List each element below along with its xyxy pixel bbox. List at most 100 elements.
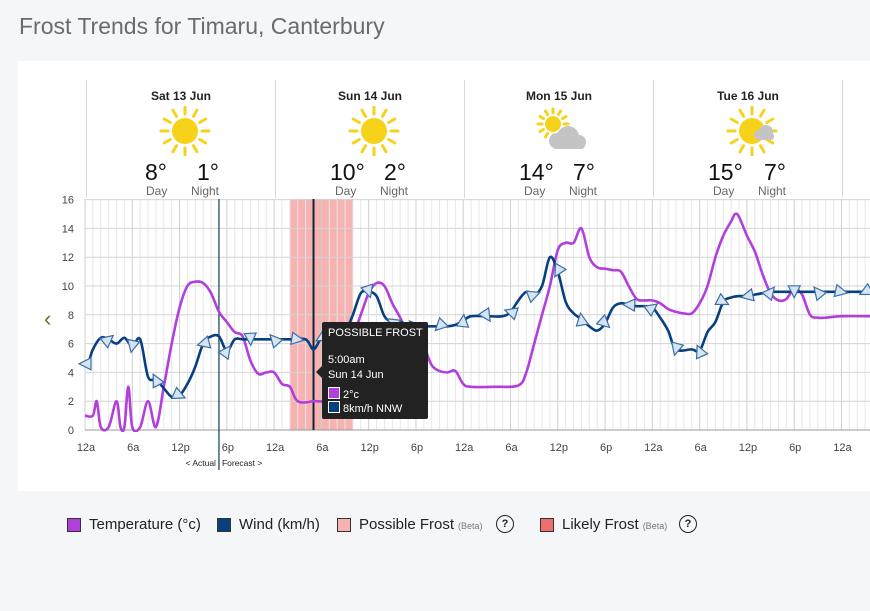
help-icon[interactable]: ? (496, 515, 514, 533)
day-label: Day (146, 184, 168, 198)
wind-direction-arrow-icon (217, 344, 232, 361)
legend-label-wrap: Likely Frost (Beta) (562, 516, 667, 533)
y-tick-label: 14 (62, 223, 74, 235)
x-tick-label: 12a (455, 442, 474, 454)
night-label: Night (191, 184, 220, 198)
wind-direction-arrow-icon (77, 356, 92, 371)
x-tick-label: 12p (739, 442, 757, 454)
day-label: Day (713, 184, 735, 198)
legend-label: Temperature (°c) (89, 516, 201, 533)
day-header: Sat 13 Jun 8° 1° Day Night (86, 80, 275, 198)
wind-direction-arrow-icon (434, 316, 450, 332)
legend-label: Wind (km/h) (239, 516, 320, 533)
day-temp: 14° (519, 159, 554, 185)
y-tick-label: 6 (68, 339, 74, 351)
x-tick-label: 12a (833, 442, 852, 454)
y-tick-label: 12 (62, 252, 74, 264)
wind-direction-arrow-icon (525, 290, 542, 304)
day-temp: 10° (330, 159, 365, 185)
wind-swatch (328, 401, 340, 413)
beta-tag: (Beta) (642, 521, 668, 531)
beta-tag: (Beta) (458, 521, 483, 531)
wind-direction-arrow-icon (670, 341, 685, 357)
day-date: Sun 14 Jun (337, 89, 402, 103)
help-icon[interactable]: ? (679, 515, 697, 533)
y-tick-label: 4 (68, 367, 74, 379)
wind-direction-arrow-icon (739, 287, 755, 302)
sun-icon (159, 106, 211, 156)
x-tick-label: 6a (695, 442, 708, 454)
prev-arrow-icon[interactable]: ‹ (44, 306, 52, 331)
wind-direction-arrow-icon (196, 335, 212, 349)
wind-direction-arrow-icon (243, 332, 258, 347)
tooltip-wind-row: 8km/h NNW (328, 401, 402, 415)
x-tick-label: 6p (789, 442, 801, 454)
day-header (842, 80, 870, 198)
x-tick-label: 6a (127, 442, 140, 454)
y-tick-label: 8 (68, 310, 74, 322)
x-tick-label: 12p (171, 442, 189, 454)
wind-direction-arrow-icon (621, 298, 636, 313)
forecast-panel: Sat 13 Jun 8° 1° Day Night Sun 14 Jun 10… (18, 61, 870, 491)
x-tick-label: 6p (411, 442, 423, 454)
page-title: Frost Trends for Timaru, Canterbury (19, 13, 385, 39)
x-tick-label: 6a (505, 442, 518, 454)
chart-grid (84, 199, 870, 431)
wind-direction-arrow-icon (360, 283, 374, 299)
x-tick-label: 6p (222, 442, 234, 454)
day-label: Day (524, 184, 546, 198)
day-temp: 15° (708, 159, 743, 185)
wind-direction-arrow-icon (714, 292, 730, 306)
legend-swatch (540, 518, 554, 532)
x-tick-label: 12p (550, 442, 568, 454)
wind-direction-arrow-icon (99, 334, 115, 349)
legend-label: Possible Frost (359, 516, 455, 533)
day-date: Tue 16 Jun (717, 89, 779, 103)
wind-direction-arrow-icon (152, 373, 166, 389)
wind-direction-arrow-icon (269, 333, 284, 349)
wind-direction-arrow-icon (126, 338, 141, 354)
day-header: Mon 15 Jun 14° 7° Day Night (464, 80, 653, 198)
x-tick-label: 12a (644, 442, 663, 454)
day-label: Day (335, 184, 357, 198)
wind-direction-arrow-icon (833, 283, 849, 298)
partly-cloudy-icon (536, 107, 586, 149)
y-tick-label: 16 (62, 195, 74, 207)
wind-direction-arrow-icon (761, 286, 776, 302)
wind-direction-arrow-icon (455, 313, 470, 328)
wind-direction-arrow-icon (575, 311, 590, 327)
actual-label: < Actual (185, 458, 216, 468)
y-tick-label: 10 (62, 281, 74, 293)
tooltip-wind: 8km/h NNW (343, 403, 403, 415)
y-tick-label: 2 (68, 396, 74, 408)
legend-swatch (67, 518, 81, 532)
temperature-line (85, 212, 870, 432)
wind-direction-arrow-icon (787, 285, 802, 300)
wind-direction-arrow-icon (290, 331, 306, 346)
night-temp: 2° (384, 159, 406, 185)
day-date: Sat 13 Jun (150, 89, 212, 103)
x-tick-label: 12a (266, 442, 285, 454)
night-label: Night (758, 184, 787, 198)
tooltip-temp-row: 2°c (328, 387, 359, 401)
tooltip-time: 5:00am (328, 354, 365, 366)
mostly-sunny-icon (726, 106, 778, 156)
day-header: Sun 14 Jun 10° 2° Day Night (275, 80, 464, 198)
x-tick-label: 12a (77, 442, 96, 454)
wind-direction-arrow-icon (554, 262, 568, 278)
x-tick-label: 6p (600, 442, 612, 454)
legend-label: Likely Frost (562, 516, 639, 533)
wind-direction-arrow-icon (695, 344, 709, 360)
tooltip-date: Sun 14 Jun (328, 369, 384, 381)
y-tick-label: 0 (68, 425, 74, 437)
wind-direction-arrow-icon (813, 286, 828, 302)
wind-direction-arrow-icon (477, 306, 491, 323)
frost-tooltip: POSSIBLE FROST 5:00am Sun 14 Jun 2°c 8km… (316, 322, 428, 419)
day-date: Mon 15 Jun (525, 89, 592, 103)
wind-direction-arrow-icon (503, 307, 519, 321)
night-temp: 7° (573, 159, 595, 185)
night-temp: 7° (764, 159, 786, 185)
night-label: Night (569, 184, 598, 198)
frost-chart: 0 2 4 6 8 10 12 14 16 12a 6a 12p 6p 12a 6a 12p 6p 12a 6a 12… (62, 195, 870, 470)
wind-direction-arrow-icon (642, 303, 659, 318)
